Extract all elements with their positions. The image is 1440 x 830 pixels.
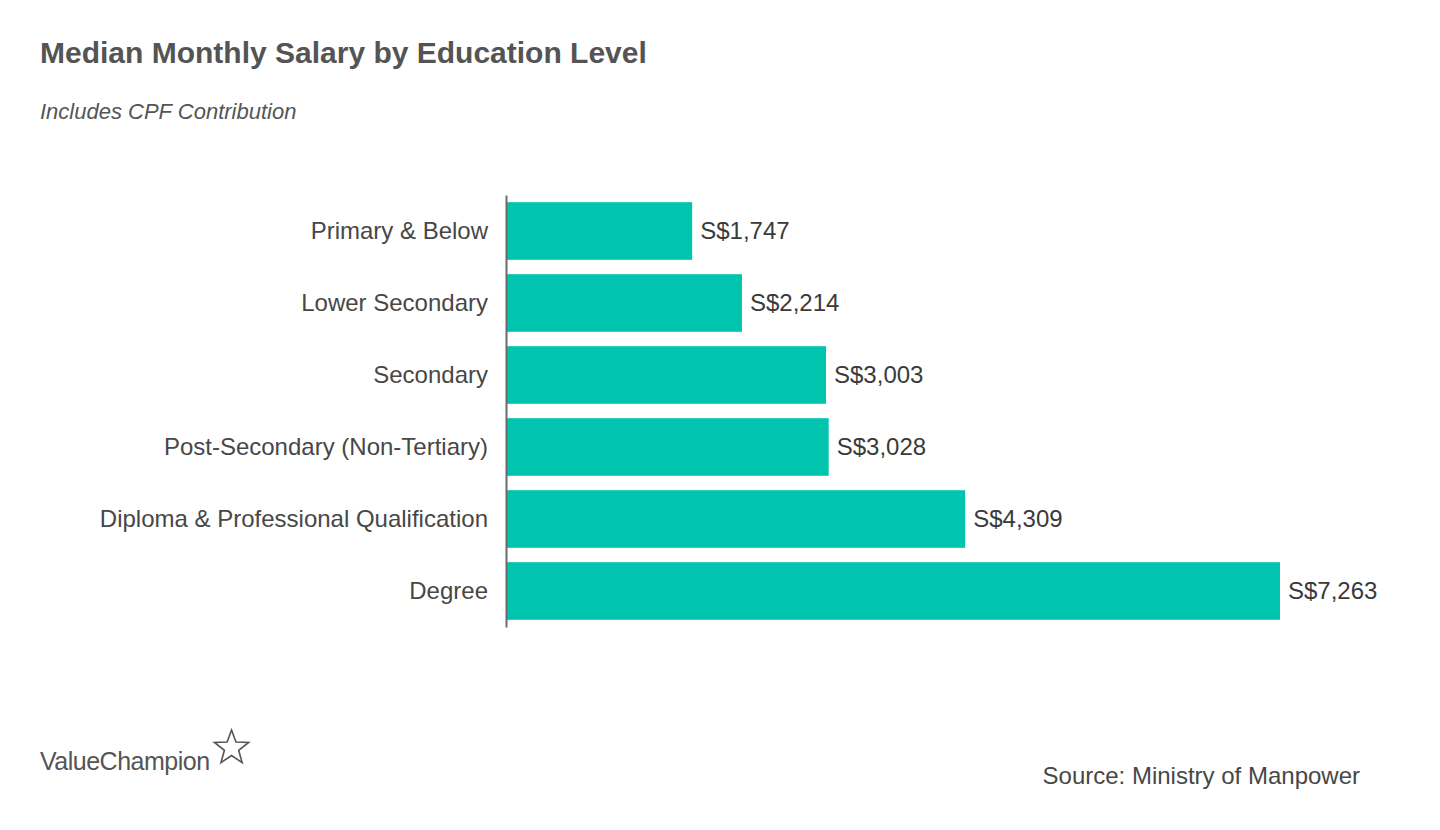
bar <box>506 202 692 260</box>
data-label: S$3,028 <box>837 433 926 460</box>
data-labels: S$1,747 S$2,214 S$3,003 S$3,028 S$4,309 S$7,2… <box>700 217 1377 604</box>
source: Source: Ministry of Manpower <box>1043 762 1360 789</box>
tick: Lower Secondary <box>301 289 506 316</box>
bar <box>506 490 965 548</box>
tick: Post-Secondary (Non-Tertiary) <box>164 433 506 460</box>
bars <box>506 202 1280 620</box>
brand-star <box>214 730 248 763</box>
y-axis: Primary & Below Lower Secondary Secondary P… <box>100 196 507 628</box>
tick-label: Post-Secondary (Non-Tertiary) <box>164 433 488 460</box>
title: Median Monthly Salary by Education Level <box>40 36 647 69</box>
data-label: S$1,747 <box>700 217 789 244</box>
chart: Median Monthly Salary by Education Level… <box>0 0 1440 830</box>
tick: Degree <box>409 577 506 604</box>
subtitle: Includes CPF Contribution <box>40 99 296 124</box>
tick: Secondary <box>373 361 506 388</box>
bar <box>506 418 829 476</box>
bar <box>506 274 742 332</box>
brand: ValueChampion <box>40 747 210 775</box>
tick: Primary & Below <box>311 217 506 244</box>
tick-label: Secondary <box>373 361 488 388</box>
bar <box>506 346 826 404</box>
axis-line <box>506 196 508 628</box>
bar <box>506 562 1280 620</box>
tick-label: Primary & Below <box>311 217 489 244</box>
tick-label: Degree <box>409 577 488 604</box>
data-label: S$7,263 <box>1288 577 1377 604</box>
tick-label: Lower Secondary <box>301 289 488 316</box>
data-label: S$2,214 <box>750 289 839 316</box>
tick-label: Diploma & Professional Qualification <box>100 505 488 532</box>
tick: Diploma & Professional Qualification <box>100 505 506 532</box>
data-label: S$4,309 <box>973 505 1062 532</box>
data-label: S$3,003 <box>834 361 923 388</box>
